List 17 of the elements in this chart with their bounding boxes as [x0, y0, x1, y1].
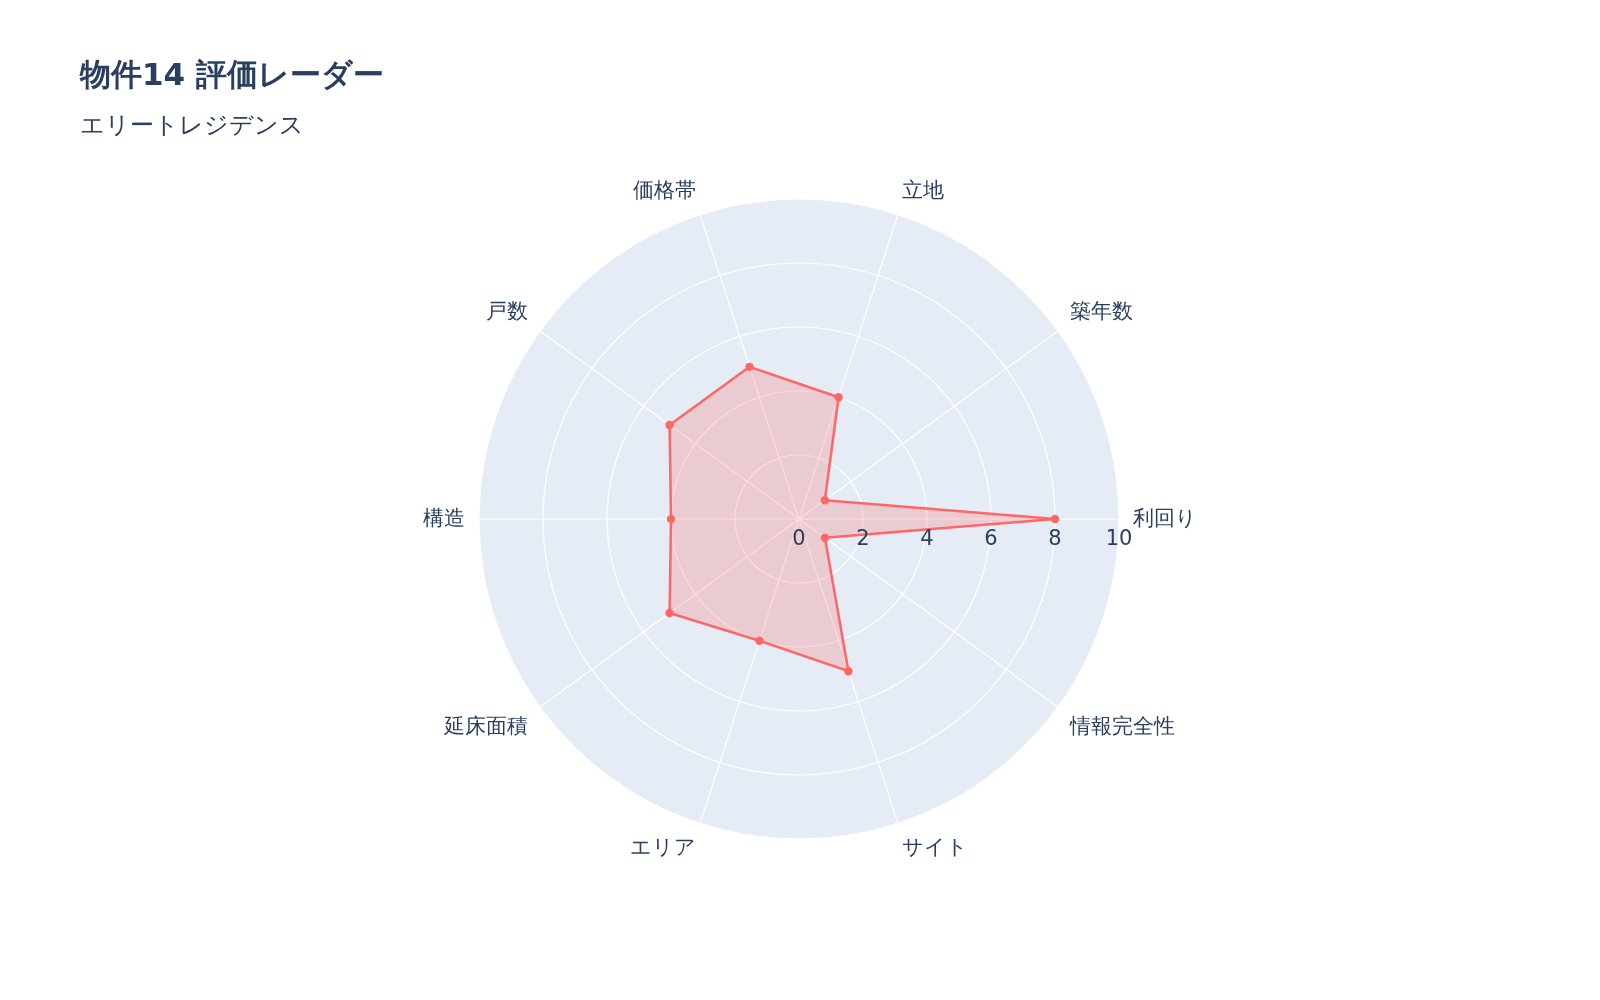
y-tick-label: 0 — [792, 526, 806, 550]
y-tick-label: 8 — [1048, 526, 1062, 550]
spoke-label: 築年数 — [1069, 299, 1133, 324]
spoke-label: 延床面積 — [443, 713, 529, 738]
spoke-label: 価格帯 — [632, 177, 696, 202]
spoke-label: 利回り — [1133, 506, 1198, 530]
spoke-label: サイト — [902, 835, 969, 860]
y-tick-label: 10 — [1105, 526, 1133, 550]
spoke-label: エリア — [629, 835, 696, 860]
chart-title: 物件14 評価レーダー — [79, 56, 384, 92]
spoke-label: 構造 — [422, 506, 465, 530]
spoke-label: 戸数 — [486, 299, 529, 324]
y-tick-label: 4 — [920, 526, 934, 550]
y-tick-label: 6 — [984, 526, 998, 550]
spoke-label: 情報完全性 — [1068, 713, 1175, 738]
text: エリートレジデンス — [80, 111, 304, 139]
spoke-label: 立地 — [902, 177, 945, 202]
